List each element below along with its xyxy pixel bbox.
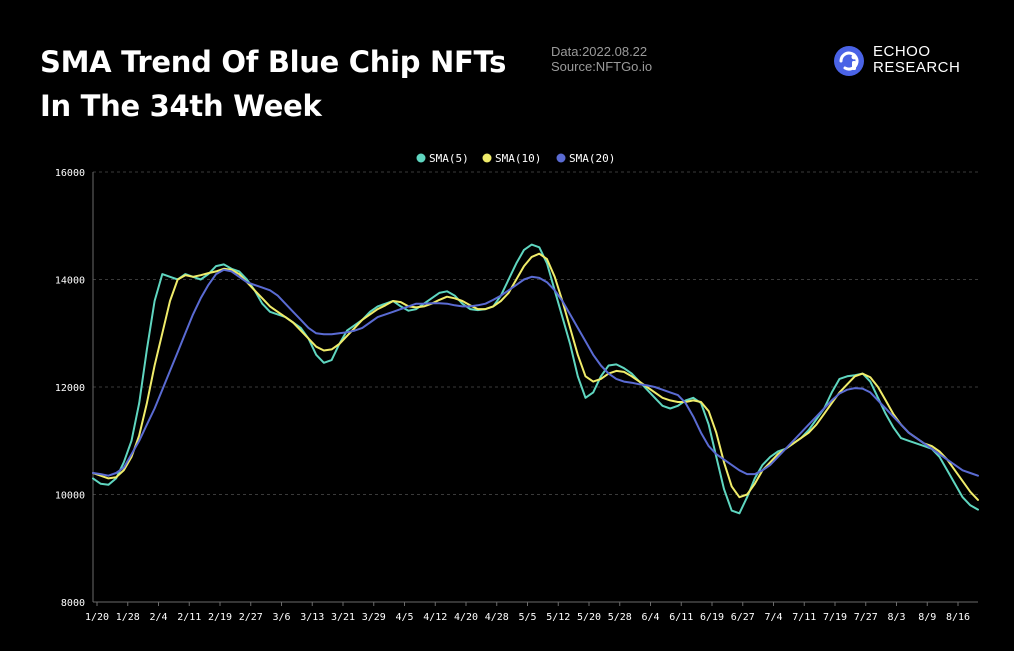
y-tick-label: 8000 (61, 598, 85, 609)
x-tick-label: 5/12 (546, 612, 570, 623)
x-tick-label: 3/13 (300, 612, 324, 623)
legend-item[interactable]: SMA(5) (416, 152, 469, 165)
series-line-sma-10 (92, 252, 979, 501)
legend-label: SMA(5) (429, 152, 469, 165)
x-tick-label: 8/16 (946, 612, 970, 623)
x-tick-label: 6/19 (700, 612, 724, 623)
legend-label: SMA(20) (569, 152, 615, 165)
x-tick-label: 6/4 (641, 612, 659, 623)
x-tick-label: 7/4 (764, 612, 782, 623)
x-tick-label: 3/21 (331, 612, 355, 623)
x-tick-label: 2/19 (208, 612, 232, 623)
x-tick-label: 8/3 (887, 612, 905, 623)
chart-title: SMA Trend Of Blue Chip NFTs In The 34th … (40, 40, 506, 128)
y-tick-label: 14000 (55, 276, 85, 287)
x-tick-label: 7/19 (823, 612, 847, 623)
x-tick-label: 5/28 (608, 612, 632, 623)
x-tick-label: 7/27 (854, 612, 878, 623)
x-tick-label: 7/11 (792, 612, 816, 623)
line-chart: 8000 10000 12000 14000 16000 1/20 1/28 2/4 2/11 2… (55, 152, 979, 623)
x-tick-label: 6/27 (731, 612, 755, 623)
echoo-logo-icon (834, 46, 864, 76)
legend-marker (416, 153, 426, 163)
legend-marker (556, 153, 566, 163)
logo-line-1: ECHOO (873, 43, 931, 60)
x-tick-label: 4/20 (454, 612, 478, 623)
x-tick-label: 3/29 (362, 612, 386, 623)
legend-marker (482, 153, 492, 163)
data-date: Data:2022.08.22 (551, 44, 648, 59)
x-tick-label: 2/27 (239, 612, 263, 623)
series-line-sma-20 (92, 268, 979, 477)
legend-item[interactable]: SMA(20) (556, 152, 616, 165)
logo-text: ECHOO RESEARCH (873, 44, 960, 76)
title-line-2: In The 34th Week (40, 89, 322, 123)
title-line-1: SMA Trend Of Blue Chip NFTs (40, 45, 507, 79)
legend-label: SMA(10) (495, 152, 541, 165)
data-source: Source:NFTGo.io (551, 59, 653, 74)
x-tick-label: 2/4 (149, 612, 167, 623)
logo-line-2: RESEARCH (873, 59, 961, 76)
legend-item[interactable]: SMA(10) (482, 152, 542, 165)
y-tick-label: 16000 (55, 168, 85, 179)
series-line-sma-5 (92, 243, 979, 515)
x-tick-label: 6/11 (669, 612, 693, 623)
x-tick-label: 4/5 (395, 612, 413, 623)
x-tick-label: 1/20 (85, 612, 109, 623)
x-tick-label: 4/12 (423, 612, 447, 623)
x-tick-label: 5/5 (518, 612, 536, 623)
y-tick-label: 12000 (55, 383, 85, 394)
x-tick-label: 1/28 (116, 612, 140, 623)
x-tick-label: 8/9 (918, 612, 936, 623)
x-tick-label: 2/11 (177, 612, 201, 623)
y-tick-label: 10000 (55, 491, 85, 502)
x-tick-label: 3/6 (272, 612, 290, 623)
x-tick-label: 5/20 (577, 612, 601, 623)
x-tick-label: 4/28 (485, 612, 509, 623)
chart-meta: Data:2022.08.22 Source:NFTGo.io (551, 44, 652, 74)
